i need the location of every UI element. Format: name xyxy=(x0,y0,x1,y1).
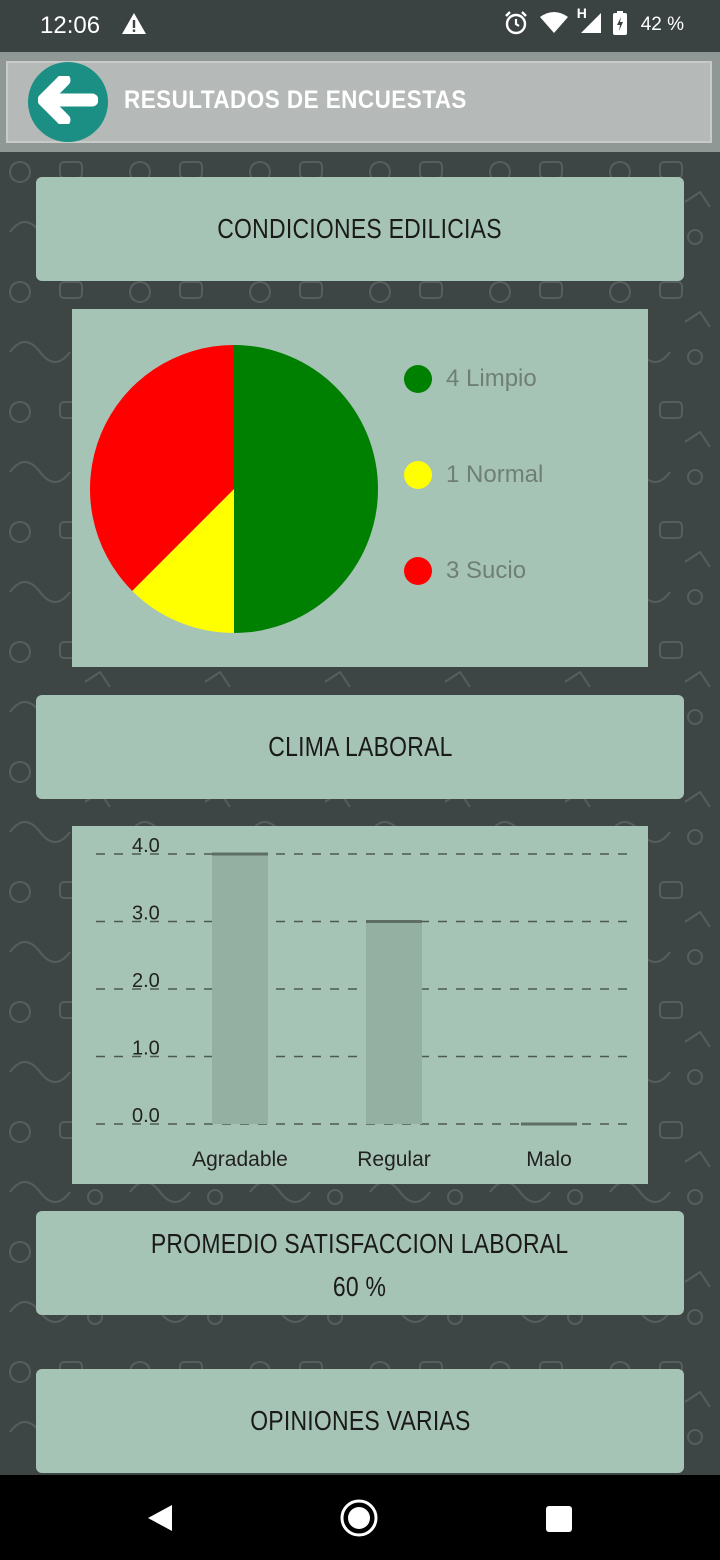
network-type: H xyxy=(576,5,587,21)
status-icons: H 42 % xyxy=(503,5,684,40)
status-bar: 12:06 H 42 % xyxy=(0,0,720,52)
x-category-label: Agradable xyxy=(192,1148,288,1171)
legend-dot xyxy=(404,557,432,585)
bar-chart-panel: 0.0 1.0 2.0 3.0 4.0 Agradable Regular Malo xyxy=(72,826,648,1184)
pie-slice-normal xyxy=(132,489,234,633)
battery-percent: 42 % xyxy=(640,14,684,35)
legend-item: 3 Sucio xyxy=(404,557,526,585)
nav-bar xyxy=(0,1475,720,1560)
status-time: 12:06 xyxy=(40,12,101,39)
y-tick-label: 4.0 xyxy=(132,835,160,857)
pie-slice-limpio xyxy=(234,345,378,633)
legend-label: 4 Limpio xyxy=(446,365,537,392)
promedio-value: 60 % xyxy=(333,1271,387,1302)
section-clima[interactable]: CLIMA LABORAL xyxy=(36,695,684,799)
wifi-icon xyxy=(539,11,569,39)
recents-nav-icon[interactable] xyxy=(545,1505,573,1537)
page-title: RESULTADOS DE ENCUESTAS xyxy=(124,86,467,114)
bar-agradable xyxy=(212,854,268,1124)
pie-chart-panel: 4 Limpio 1 Normal 3 Sucio xyxy=(72,309,648,667)
section-condiciones[interactable]: CONDICIONES EDILICIAS xyxy=(36,177,684,281)
promedio-title: PROMEDIO SATISFACCION LABORAL xyxy=(151,1228,569,1259)
y-tick-label: 3.0 xyxy=(132,903,160,925)
y-tick-label: 1.0 xyxy=(132,1038,160,1060)
section-promedio[interactable]: PROMEDIO SATISFACCION LABORAL 60 % xyxy=(36,1211,684,1315)
legend-item: 4 Limpio xyxy=(404,365,537,393)
legend-item: 1 Normal xyxy=(404,461,543,489)
section-opiniones-title: OPINIONES VARIAS xyxy=(249,1405,471,1436)
warning-icon xyxy=(121,12,147,40)
back-nav-icon[interactable] xyxy=(146,1503,174,1537)
legend-dot xyxy=(404,461,432,489)
legend-label: 1 Normal xyxy=(446,461,544,488)
bar-regular xyxy=(366,921,422,1124)
back-button[interactable] xyxy=(28,62,108,142)
bar-chart: 0.0 1.0 2.0 3.0 4.0 Agradable Regular Malo xyxy=(96,835,634,1171)
home-nav-icon[interactable] xyxy=(339,1498,379,1542)
legend-label: 3 Sucio xyxy=(446,557,527,584)
x-category-label: Malo xyxy=(526,1148,572,1171)
app-bar xyxy=(0,52,720,152)
x-category-label: Regular xyxy=(357,1148,431,1171)
pie-slice-sucio xyxy=(90,345,235,591)
legend-dot xyxy=(404,365,432,393)
section-opiniones[interactable]: OPINIONES VARIAS xyxy=(36,1369,684,1473)
app-bar-panel xyxy=(6,61,712,143)
alarm-icon xyxy=(503,10,529,40)
pie-chart xyxy=(90,345,378,633)
section-clima-title: CLIMA LABORAL xyxy=(267,731,453,762)
y-tick-label: 2.0 xyxy=(132,970,160,992)
arrow-left-icon xyxy=(37,73,99,128)
section-condiciones-title: CONDICIONES EDILICIAS xyxy=(217,213,503,244)
signal-icon: H xyxy=(577,5,603,39)
battery-icon xyxy=(612,11,627,39)
y-tick-label: 0.0 xyxy=(132,1105,160,1127)
